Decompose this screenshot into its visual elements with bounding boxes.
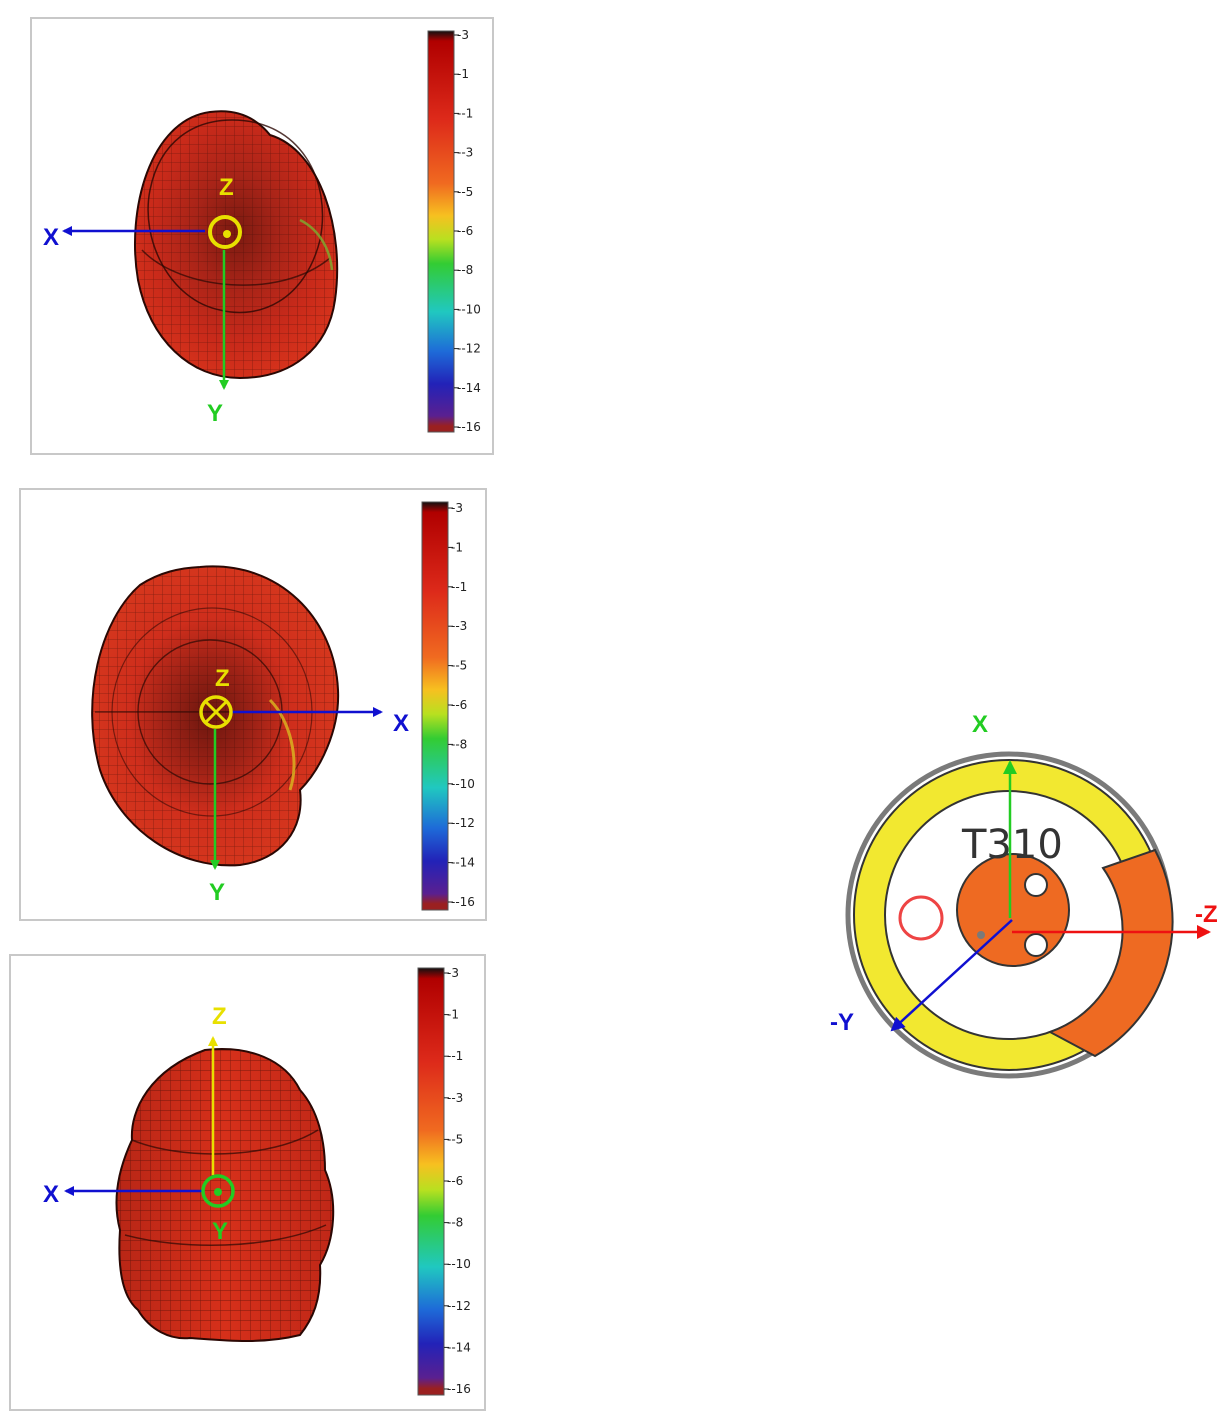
- colorbar-middle: -3 -1 --1 --3 --5 --6 --8 --10 --12 --14 --16: [421, 501, 475, 911]
- z-axis-label: Z: [219, 174, 234, 201]
- colorbar-tick-label: --3: [457, 146, 473, 160]
- axis-triad-bottom: X Y Z: [43, 1003, 235, 1245]
- antenna-orange-segment: [1047, 848, 1174, 1058]
- neg-y-axis-arrow: [890, 919, 1013, 1032]
- x-axis-label: X: [43, 224, 59, 251]
- y-dot: [214, 1188, 222, 1196]
- colorbar-tick-label: --10: [447, 1257, 471, 1271]
- pattern-panel-middle: X Y Z -3 -1 --1 --3 --5 --6 --8 --10 --12 --14 --1…: [19, 488, 487, 921]
- y-axis-label: Y: [212, 1218, 228, 1245]
- colorbar-gradient: [417, 967, 445, 1396]
- colorbar-tick-label: -1: [451, 540, 463, 554]
- y-axis-label: Y: [207, 400, 223, 427]
- axis-triad-top: X Y Z: [43, 174, 242, 427]
- radiation-pattern-middle: [91, 565, 340, 867]
- z-out-of-page-symbol: [208, 215, 242, 249]
- antenna-feed-disc: [956, 853, 1070, 967]
- z-into-page-symbol: [199, 695, 233, 729]
- z-axis-label: Z: [215, 665, 230, 692]
- x-axis-label: X: [972, 711, 988, 738]
- colorbar-tick-label: --14: [451, 856, 475, 870]
- colorbar-tick-label: --6: [451, 698, 467, 712]
- colorbar-gradient: [421, 501, 449, 911]
- antenna-model-label: T310: [961, 822, 1063, 868]
- colorbar-tick-label: --16: [447, 1382, 471, 1396]
- neg-y-axis-label: -Y: [830, 1009, 854, 1036]
- feed-pin: [977, 931, 985, 939]
- colorbar-tick-label: --1: [447, 1049, 463, 1063]
- z-dot: [223, 230, 231, 238]
- colorbar-tick-label: --5: [457, 185, 473, 199]
- colorbar-tick-label: --5: [447, 1132, 463, 1146]
- colorbar-tick-label: --6: [457, 224, 473, 238]
- x-axis-label: X: [43, 1181, 59, 1208]
- colorbar-tick-label: --16: [457, 420, 481, 434]
- colorbar-tick-label: --8: [451, 737, 467, 751]
- colorbar-tick-label: --14: [457, 381, 481, 395]
- colorbar-top: -3 -1 --1 --3 --5 --6 --8 --10 --12 --14 --16: [427, 28, 481, 434]
- colorbar-tick-label: --8: [457, 263, 473, 277]
- colorbar-tick-label: --12: [457, 342, 481, 356]
- colorbar-tick-label: --5: [451, 659, 467, 673]
- colorbar-tick-label: --6: [447, 1174, 463, 1188]
- axis-triad-middle: X Y Z: [199, 665, 409, 906]
- pattern-panel-bottom: X Y Z -3 -1 --1 --3 --5 --6 --8 --10 --12 --14 --1…: [9, 954, 486, 1411]
- colorbar-tick-label: --1: [457, 106, 473, 120]
- colorbar-tick-label: --3: [447, 1091, 463, 1105]
- feed-hole-upper: [1024, 873, 1048, 897]
- colorbar-tick-label: --14: [447, 1340, 471, 1354]
- radiation-pattern-bottom: [115, 1048, 335, 1343]
- colorbar-tick-label: --12: [447, 1299, 471, 1313]
- colorbar-tick-label: -1: [457, 67, 469, 81]
- colorbar-tick-label: --10: [457, 302, 481, 316]
- feed-hole-lower: [1024, 933, 1048, 957]
- colorbar-bottom: -3 -1 --1 --3 --5 --6 --8 --10 --12 --14 --16: [417, 966, 471, 1396]
- colorbar-tick-label: -3: [447, 966, 459, 980]
- colorbar-gradient: [427, 30, 455, 433]
- colorbar-tick-label: --12: [451, 816, 475, 830]
- red-ring-marker: [898, 895, 944, 941]
- colorbar-tick-label: -1: [447, 1008, 459, 1022]
- x-axis-label: X: [393, 710, 409, 737]
- colorbar-tick-label: --1: [451, 580, 467, 594]
- colorbar-tick-label: --3: [451, 619, 467, 633]
- colorbar-tick-label: --10: [451, 777, 475, 791]
- colorbar-tick-label: --8: [447, 1216, 463, 1230]
- colorbar-tick-label: --16: [451, 895, 475, 909]
- colorbar-tick-label: -3: [457, 28, 469, 42]
- pattern-panel-top: X Y Z -3 -1 --1 --3 --5 --6 --8 --10 --12 --14 --1…: [30, 17, 494, 455]
- y-out-of-page-symbol: [201, 1174, 235, 1208]
- y-axis-label: Y: [209, 879, 225, 906]
- z-axis-label: Z: [212, 1003, 227, 1030]
- colorbar-tick-label: -3: [451, 501, 463, 515]
- antenna-diagram: T310 X -Z -Y: [830, 711, 1218, 1079]
- neg-z-axis-label: -Z: [1195, 901, 1218, 928]
